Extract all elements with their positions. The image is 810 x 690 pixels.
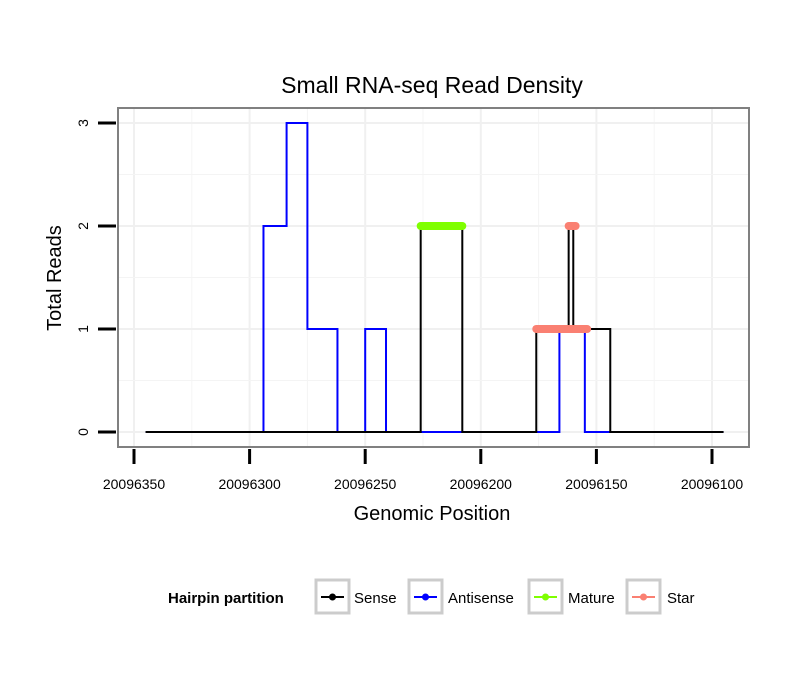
grid-lines: [118, 108, 749, 447]
legend: Hairpin partition Sense Antisense Mature St…: [168, 578, 695, 615]
legend-title: Hairpin partition: [168, 590, 284, 607]
x-tick-label: 20096300: [218, 476, 281, 492]
y-tick-label: 1: [75, 325, 91, 333]
legend-label-star: Star: [667, 590, 695, 607]
y-tick-label: 2: [75, 222, 91, 230]
legend-marker-antisense: [422, 593, 429, 601]
legend-label-antisense: Antisense: [448, 590, 514, 607]
y-tick-label: 3: [75, 119, 91, 127]
y-tick-label: 0: [75, 428, 91, 436]
legend-marker-sense: [329, 593, 336, 601]
chart-title: Small RNA-seq Read Density: [281, 72, 583, 98]
x-tick-label: 20096250: [334, 476, 397, 492]
series-layer: [145, 122, 724, 433]
x-tick-label: 20096150: [565, 476, 628, 492]
x-tick-label: 20096100: [681, 476, 744, 492]
legend-marker-star: [640, 593, 647, 601]
plot-panel-border: [117, 107, 750, 448]
legend-label-sense: Sense: [354, 590, 397, 607]
legend-label-mature: Mature: [568, 590, 615, 607]
x-axis-title: Genomic Position: [354, 503, 511, 525]
y-axis: 0 1 2 3: [75, 119, 116, 436]
x-axis: 20096350 20096300 20096250 20096200 20096150…: [103, 449, 744, 492]
x-tick-label: 20096350: [103, 476, 166, 492]
y-axis-title: Total Reads: [44, 225, 66, 331]
legend-marker-mature: [542, 593, 549, 601]
x-tick-label: 20096200: [450, 476, 513, 492]
